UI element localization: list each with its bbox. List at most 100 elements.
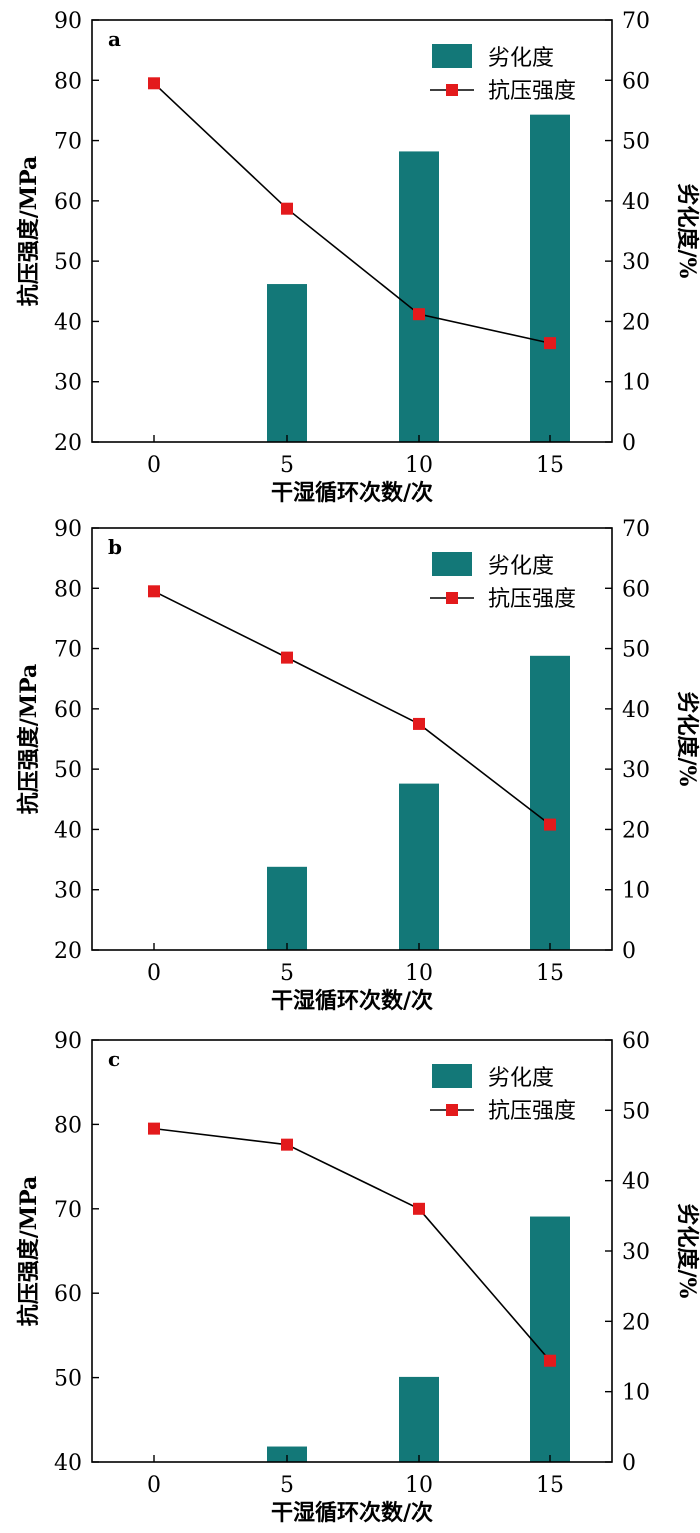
right-tick-label: 50 xyxy=(622,1099,650,1124)
legend-bar-label: 劣化度 xyxy=(488,46,554,71)
right-axis-title: 劣化度/% xyxy=(674,692,700,787)
left-tick-label: 20 xyxy=(54,431,82,456)
left-tick-label: 90 xyxy=(54,9,82,34)
left-tick-label: 30 xyxy=(54,371,82,396)
strength-point-15 xyxy=(544,818,556,831)
strength-line xyxy=(153,590,551,826)
left-tick-label: 50 xyxy=(54,250,82,275)
strength-point-0 xyxy=(148,585,160,598)
bar-15 xyxy=(530,114,570,443)
x-tick-label: 10 xyxy=(405,961,433,986)
strength-point-10 xyxy=(413,308,425,321)
strength-point-0 xyxy=(148,1122,160,1135)
chart-panel-c: 40 50 60 70 80 90 0 10 20 30 40 50 60 0 5 10 15 干湿循环次数/次 抗… xyxy=(16,1029,700,1526)
left-tick-label: 50 xyxy=(54,1367,82,1392)
bar-5 xyxy=(267,866,307,950)
strength-point-5 xyxy=(281,651,293,664)
x-tick-label: 0 xyxy=(147,961,161,986)
left-tick-label: 70 xyxy=(54,130,82,155)
right-tick-label: 0 xyxy=(622,939,636,964)
panel-letter: b xyxy=(108,535,122,559)
right-axis-title: 劣化度/% xyxy=(674,1204,700,1299)
left-tick-label: 90 xyxy=(54,517,82,542)
right-tick-label: 40 xyxy=(622,698,650,723)
right-tick-label: 0 xyxy=(622,1451,636,1476)
legend-bar-swatch xyxy=(432,1064,472,1088)
left-tick-label: 80 xyxy=(54,1113,82,1138)
left-axis-title: 抗压强度/MPa xyxy=(16,1176,42,1327)
left-tick-label: 60 xyxy=(54,698,82,723)
x-tick-label: 15 xyxy=(536,961,564,986)
right-axis-title: 劣化度/% xyxy=(674,184,700,279)
strength-line xyxy=(153,1127,551,1362)
x-tick-label: 10 xyxy=(405,1473,433,1498)
x-tick-label: 0 xyxy=(147,1473,161,1498)
left-tick-label: 80 xyxy=(54,69,82,94)
right-tick-label: 0 xyxy=(622,431,636,456)
left-tick-label: 60 xyxy=(54,1282,82,1307)
right-tick-label: 30 xyxy=(622,758,650,783)
legend-bar-label: 劣化度 xyxy=(488,554,554,579)
legend-line-marker xyxy=(446,1104,458,1116)
bar-10 xyxy=(399,1376,439,1462)
right-tick-label: 10 xyxy=(622,1381,650,1406)
right-tick-label: 20 xyxy=(622,1310,650,1335)
left-tick-label: 70 xyxy=(54,1198,82,1223)
bar-10 xyxy=(399,151,439,442)
right-tick-label: 30 xyxy=(622,1240,650,1265)
x-tick-label: 15 xyxy=(536,1473,564,1498)
bar-15 xyxy=(530,1216,570,1462)
right-tick-label: 50 xyxy=(622,638,650,663)
left-tick-label: 50 xyxy=(54,758,82,783)
strength-point-0 xyxy=(148,77,160,90)
bar-10 xyxy=(399,783,439,950)
bar-15 xyxy=(530,655,570,950)
panel-letter: c xyxy=(108,1047,120,1071)
left-axis-title: 抗压强度/MPa xyxy=(16,664,42,815)
legend-line-label: 抗压强度 xyxy=(488,1099,576,1124)
right-tick-label: 70 xyxy=(622,517,650,542)
right-tick-label: 20 xyxy=(622,818,650,843)
bar-5 xyxy=(267,284,307,442)
strength-point-5 xyxy=(281,202,293,215)
x-tick-label: 10 xyxy=(405,453,433,478)
x-tick-label: 5 xyxy=(280,961,294,986)
x-tick-label: 15 xyxy=(536,453,564,478)
bar-5 xyxy=(267,1446,307,1462)
panel-letter: a xyxy=(108,27,121,51)
right-tick-label: 10 xyxy=(622,371,650,396)
x-axis-title: 干湿循环次数/次 xyxy=(271,988,433,1014)
x-tick-label: 5 xyxy=(280,1473,294,1498)
left-tick-label: 80 xyxy=(54,577,82,602)
left-axis-title: 抗压强度/MPa xyxy=(16,156,42,307)
x-tick-label: 5 xyxy=(280,453,294,478)
plot-frame xyxy=(91,19,613,443)
left-tick-label: 20 xyxy=(54,939,82,964)
left-tick-label: 40 xyxy=(54,310,82,335)
legend-line-label: 抗压强度 xyxy=(488,79,576,104)
right-tick-label: 70 xyxy=(622,9,650,34)
plot-frame xyxy=(91,527,613,951)
left-tick-label: 30 xyxy=(54,879,82,904)
left-tick-label: 90 xyxy=(54,1029,82,1054)
right-tick-label: 40 xyxy=(622,1170,650,1195)
left-tick-label: 40 xyxy=(54,1451,82,1476)
x-tick-label: 0 xyxy=(147,453,161,478)
left-tick-label: 40 xyxy=(54,818,82,843)
right-tick-label: 60 xyxy=(622,1029,650,1054)
chart-panel-b: 20 30 40 50 60 70 80 90 0 10 20 30 40 50 60 70 0 5 10 15 干湿循… xyxy=(16,517,700,1014)
legend-bar-label: 劣化度 xyxy=(488,1066,554,1091)
x-axis-title: 干湿循环次数/次 xyxy=(271,1500,433,1526)
legend-line-label: 抗压强度 xyxy=(488,587,576,612)
chart-panel-a: 20 30 40 50 60 70 80 90 0 10 20 30 40 50 60 70 0 5 10 15 干湿循… xyxy=(16,9,700,506)
left-tick-label: 70 xyxy=(54,638,82,663)
right-tick-label: 20 xyxy=(622,310,650,335)
strength-point-10 xyxy=(413,717,425,730)
x-axis-title: 干湿循环次数/次 xyxy=(271,480,433,506)
right-tick-label: 40 xyxy=(622,190,650,215)
right-tick-label: 30 xyxy=(622,250,650,275)
left-tick-label: 60 xyxy=(54,190,82,215)
strength-line xyxy=(153,82,551,344)
legend-line-marker xyxy=(446,84,458,96)
